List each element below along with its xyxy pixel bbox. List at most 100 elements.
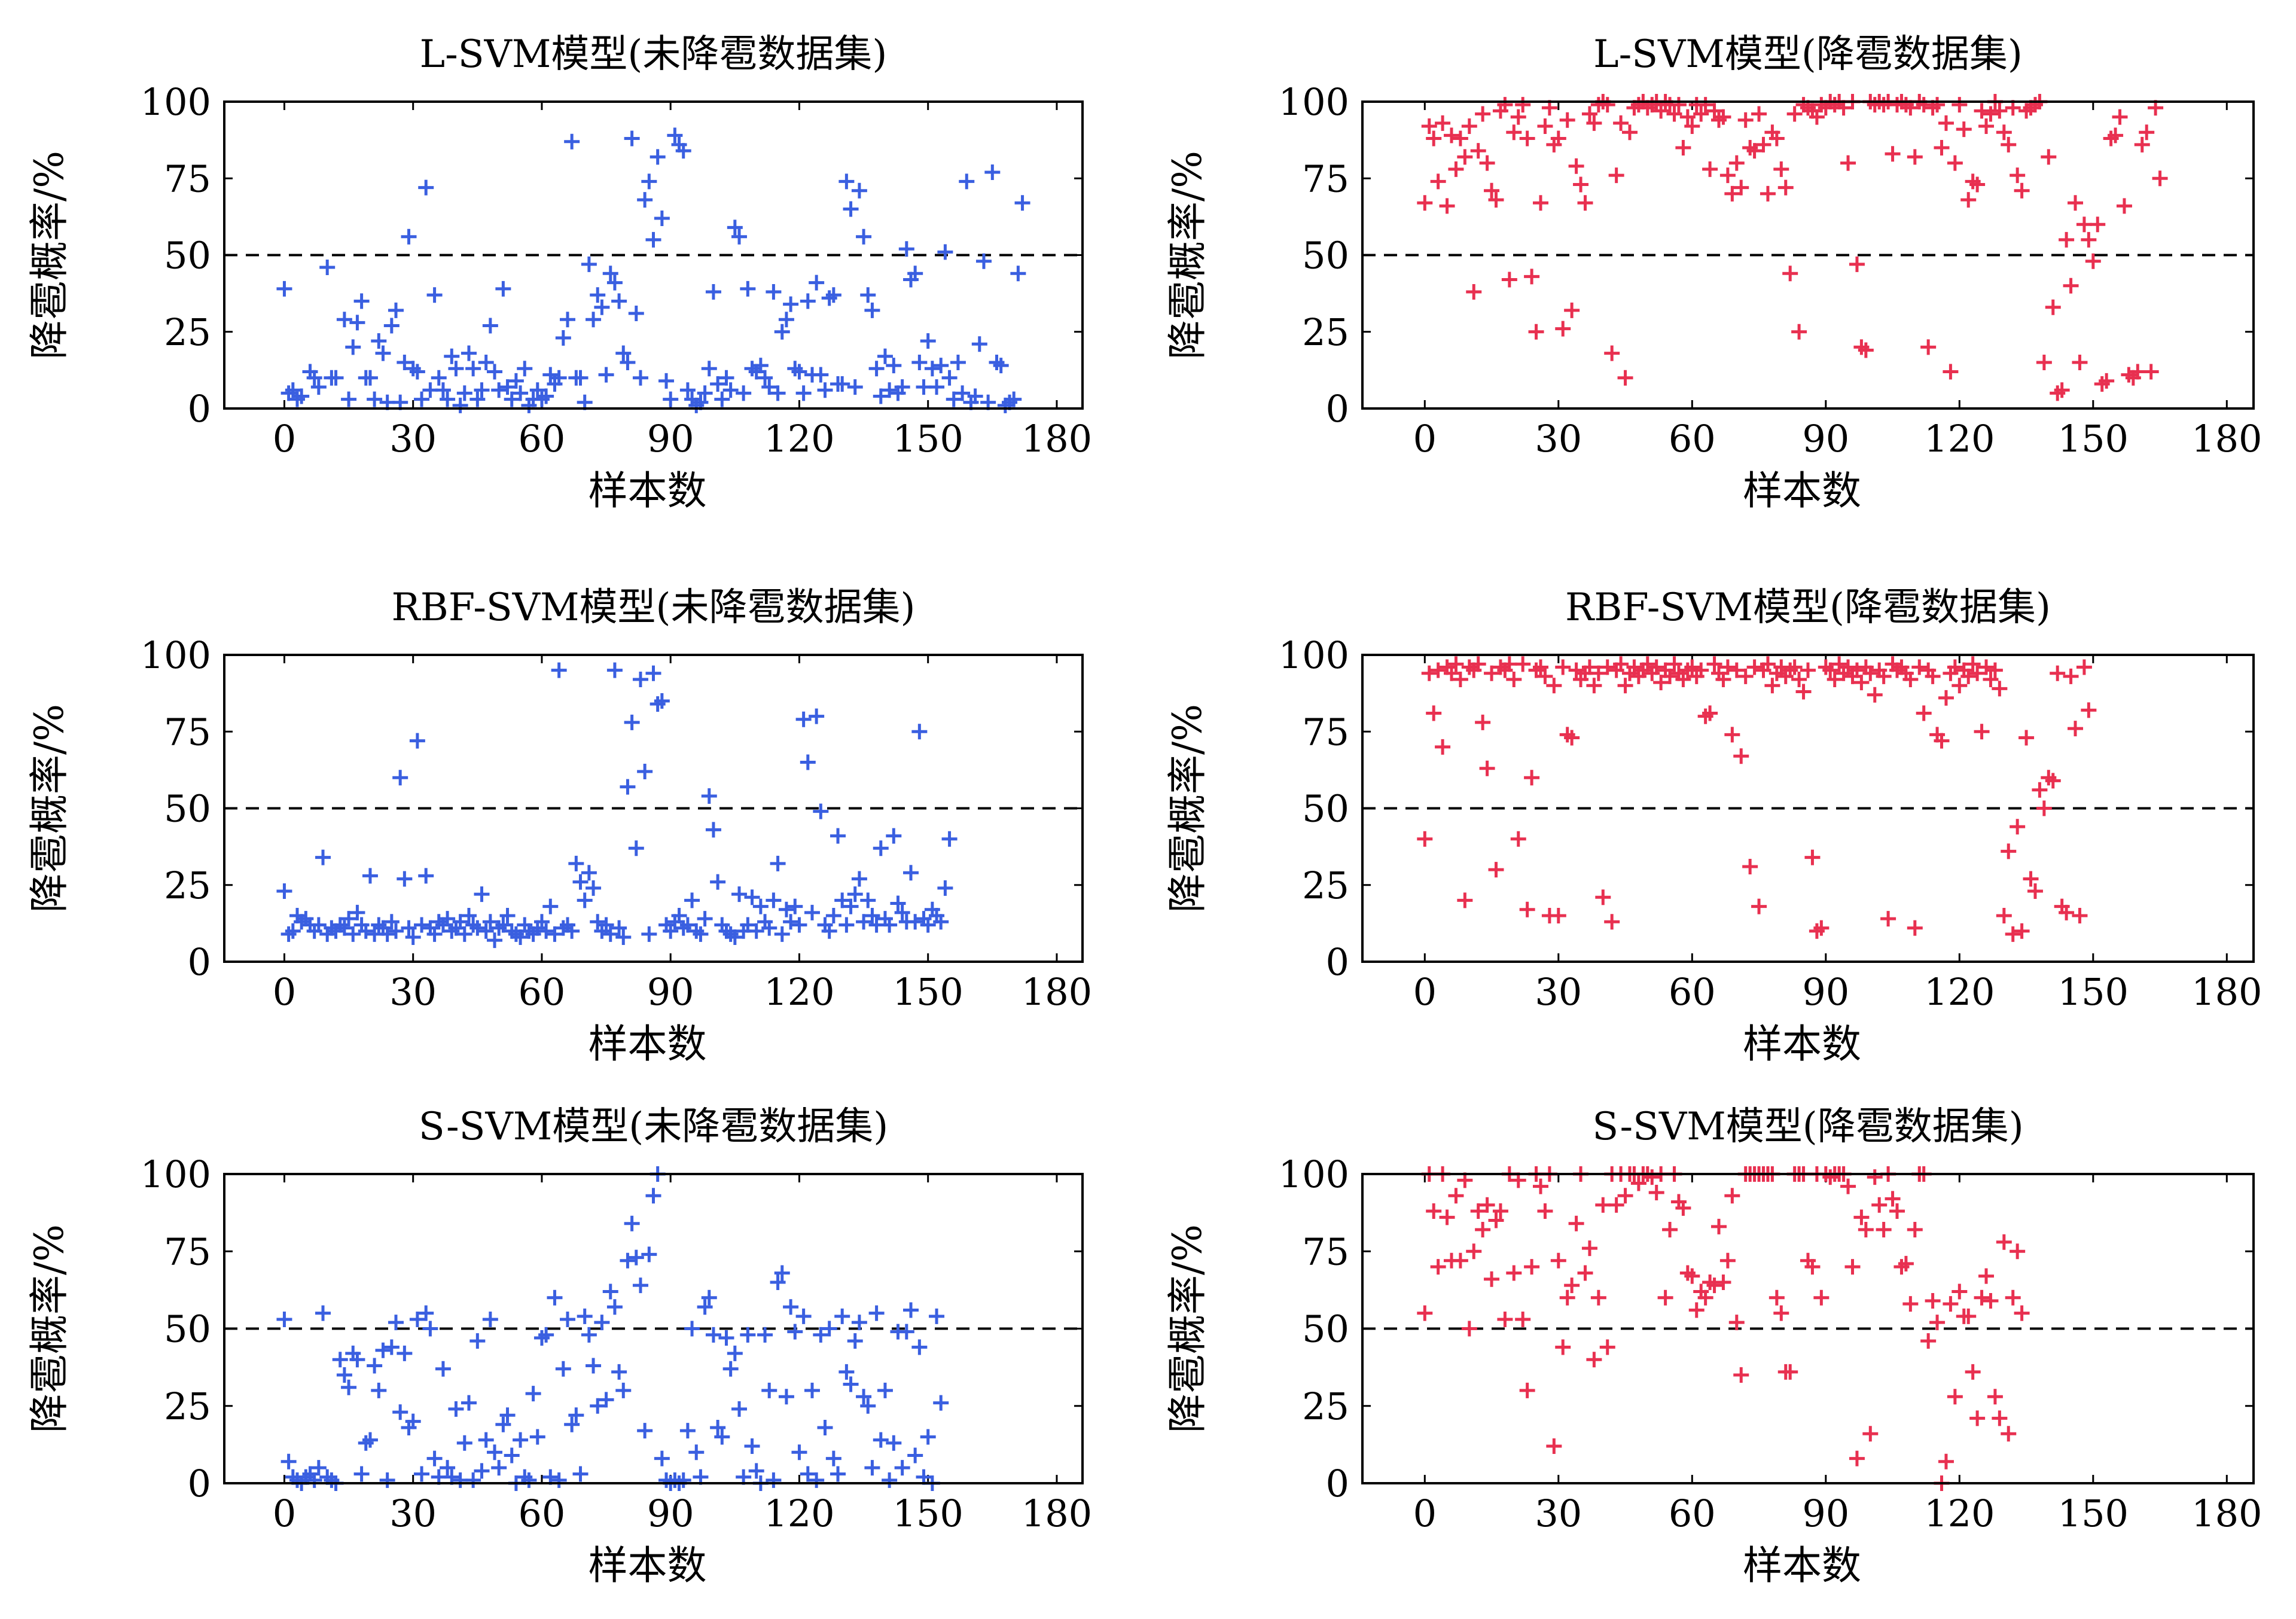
data-point xyxy=(1506,124,1522,141)
data-point xyxy=(1907,149,1923,165)
data-point xyxy=(1670,97,1687,113)
x-tick-label: 60 xyxy=(518,970,565,1014)
data-point xyxy=(1590,665,1606,681)
data-point xyxy=(388,1315,404,1331)
data-point xyxy=(1657,1289,1673,1306)
data-point xyxy=(465,1472,481,1488)
data-point xyxy=(1693,662,1709,678)
data-point xyxy=(572,1466,589,1482)
data-point xyxy=(1840,659,1856,675)
data-point xyxy=(414,917,430,933)
data-point xyxy=(1929,1315,1946,1331)
data-point xyxy=(783,296,799,312)
x-tick-label: 180 xyxy=(2191,970,2262,1014)
data-point xyxy=(886,1435,902,1451)
data-point xyxy=(946,391,962,407)
data-point xyxy=(1907,1222,1923,1238)
data-point xyxy=(1573,176,1589,193)
data-point xyxy=(933,358,949,374)
data-point xyxy=(1983,106,1999,122)
data-point xyxy=(409,733,425,749)
data-point xyxy=(1537,668,1553,684)
data-point xyxy=(2041,149,2057,165)
data-point xyxy=(581,256,597,272)
x-axis-label: 样本数 xyxy=(589,1021,707,1067)
data-point xyxy=(641,1246,657,1263)
data-point xyxy=(367,1358,383,1374)
data-point xyxy=(551,662,567,678)
data-point xyxy=(1430,662,1446,678)
data-point xyxy=(1684,1268,1700,1284)
data-point xyxy=(474,886,490,903)
panel-s-svm-hail: S-SVM模型(降雹数据集) 0 30 60 90 120 150 180 0 25 50 75 100… xyxy=(1164,1105,2262,1588)
data-point xyxy=(487,1444,503,1461)
data-point xyxy=(1947,659,1963,675)
data-point xyxy=(1421,665,1437,681)
data-point xyxy=(1466,1243,1482,1260)
data-point xyxy=(448,1401,464,1417)
data-point xyxy=(1470,656,1486,672)
data-point xyxy=(663,923,679,939)
data-point xyxy=(1724,185,1740,202)
data-point xyxy=(675,1472,691,1488)
data-point xyxy=(778,312,794,328)
data-point xyxy=(1813,920,1830,936)
data-point xyxy=(838,1364,855,1380)
panel-title: RBF-SVM模型(未降雹数据集) xyxy=(392,586,916,630)
data-point xyxy=(1666,106,1682,122)
data-point xyxy=(1533,1178,1548,1194)
data-point xyxy=(586,880,602,896)
data-point xyxy=(495,280,511,297)
data-point xyxy=(1728,1315,1745,1331)
data-point xyxy=(1902,672,1919,688)
data-point xyxy=(971,336,987,352)
data-point xyxy=(538,923,554,939)
data-point xyxy=(310,917,327,933)
data-point xyxy=(843,201,859,217)
data-point xyxy=(761,379,777,395)
data-point xyxy=(440,391,456,407)
data-point xyxy=(1746,659,1763,675)
data-point xyxy=(2081,231,2097,248)
data-point xyxy=(1800,662,1816,678)
data-point xyxy=(1969,665,1986,681)
data-point xyxy=(1461,118,1477,135)
data-point xyxy=(1470,1203,1486,1219)
data-point xyxy=(727,219,743,236)
y-tick-label: 100 xyxy=(141,1152,211,1196)
data-point xyxy=(310,1460,327,1476)
data-point xyxy=(1987,1389,2003,1405)
data-point xyxy=(847,1333,863,1349)
data-point xyxy=(444,348,460,364)
data-point xyxy=(825,287,841,303)
data-point xyxy=(684,1321,700,1337)
data-point xyxy=(2001,843,2017,859)
data-point xyxy=(628,305,644,321)
data-point xyxy=(336,1367,352,1383)
data-point xyxy=(1938,1453,1954,1469)
data-point xyxy=(684,892,700,908)
data-point xyxy=(671,908,687,924)
data-point xyxy=(1546,678,1562,694)
data-point xyxy=(1599,97,1615,113)
data-point xyxy=(886,828,902,844)
data-point xyxy=(748,923,764,939)
data-point xyxy=(1693,106,1709,122)
data-point xyxy=(276,1311,292,1327)
data-point xyxy=(809,1472,825,1488)
data-point xyxy=(280,1453,297,1469)
panel-title: RBF-SVM模型(降雹数据集) xyxy=(1565,586,2051,630)
data-point xyxy=(590,1398,606,1414)
data-point xyxy=(547,926,563,942)
data-point xyxy=(679,1423,696,1439)
y-tick-label: 25 xyxy=(164,1385,211,1428)
data-point xyxy=(422,1321,438,1337)
data-point xyxy=(1608,1197,1624,1213)
data-point xyxy=(1755,136,1771,153)
x-tick-label: 180 xyxy=(1022,970,1092,1014)
data-point xyxy=(1715,1274,1731,1290)
data-point xyxy=(1733,1367,1749,1383)
data-point xyxy=(594,299,610,315)
data-point xyxy=(1773,1305,1789,1321)
data-point xyxy=(645,665,661,681)
